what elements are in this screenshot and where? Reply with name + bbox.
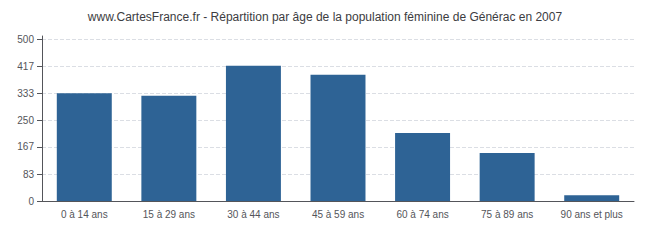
svg-text:90 ans et plus: 90 ans et plus — [561, 209, 623, 220]
svg-text:250: 250 — [17, 115, 34, 126]
svg-text:0: 0 — [28, 196, 34, 207]
svg-text:15 à 29 ans: 15 à 29 ans — [143, 209, 195, 220]
svg-text:167: 167 — [17, 141, 34, 152]
svg-text:500: 500 — [17, 34, 34, 45]
svg-text:83: 83 — [23, 169, 35, 180]
svg-text:60 à 74 ans: 60 à 74 ans — [396, 209, 448, 220]
svg-text:www.CartesFrance.fr - Répartit: www.CartesFrance.fr - Répartition par âg… — [87, 10, 563, 24]
svg-text:0 à 14 ans: 0 à 14 ans — [61, 209, 108, 220]
svg-text:417: 417 — [17, 61, 34, 72]
svg-text:333: 333 — [17, 88, 34, 99]
svg-text:75 à 89 ans: 75 à 89 ans — [481, 209, 533, 220]
svg-text:45 à 59 ans: 45 à 59 ans — [312, 209, 364, 220]
svg-text:30 à 44 ans: 30 à 44 ans — [227, 209, 279, 220]
